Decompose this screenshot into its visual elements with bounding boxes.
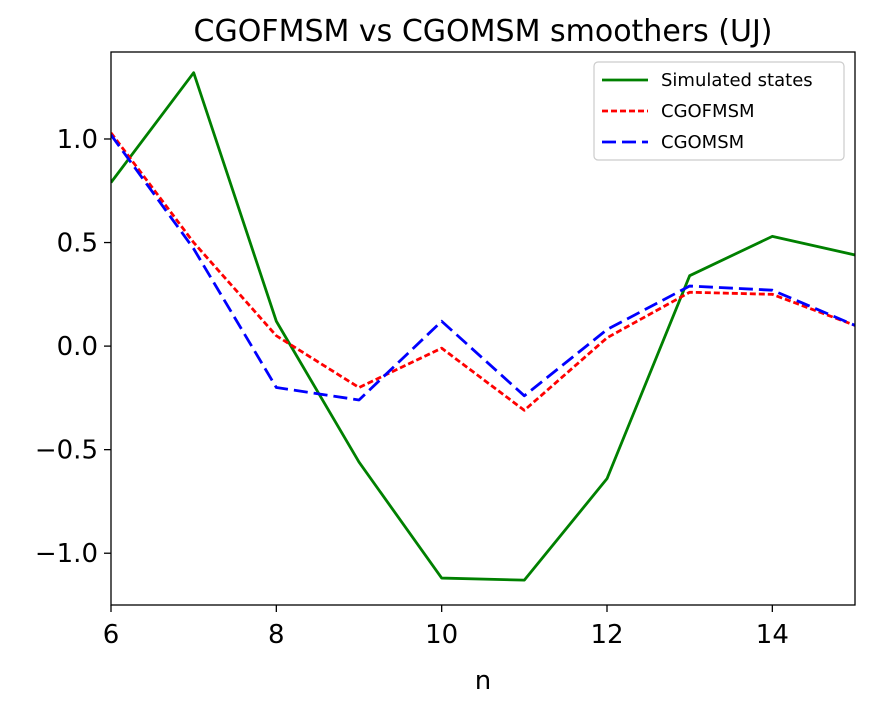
series-line-3 (111, 134, 855, 402)
y-tick-label: 0.5 (57, 229, 98, 259)
x-tick-label: 14 (756, 620, 789, 650)
y-tick-label: 0.0 (57, 332, 98, 362)
x-axis: 6 8 10 12 14 (103, 605, 789, 650)
x-axis-label: n (475, 666, 491, 696)
legend-label-3: CGOMSM (661, 132, 744, 153)
y-tick-label: −1.0 (35, 539, 98, 569)
series-lines (111, 71, 855, 582)
legend-label-2: CGOFMSM (661, 101, 755, 122)
x-tick-label: 10 (425, 620, 458, 650)
y-tick-label: −0.5 (35, 436, 98, 466)
x-tick-label: 8 (268, 620, 285, 650)
series-line-2 (111, 131, 855, 412)
chart-title: CGOFMSM vs CGOMSM smoothers (UJ) (194, 14, 773, 49)
series-line-1 (111, 71, 855, 582)
x-tick-label: 12 (590, 620, 623, 650)
x-tick-label: 6 (103, 620, 120, 650)
y-axis: 1.0 0.5 0.0 −0.5 −1.0 (35, 125, 111, 569)
legend: Simulated states CGOFMSM CGOMSM (593, 61, 845, 161)
plot-frame (110, 51, 856, 606)
plot-area (110, 51, 856, 606)
y-tick-label: 1.0 (57, 125, 98, 155)
legend-label-1: Simulated states (661, 70, 813, 91)
legend-box (593, 61, 845, 161)
